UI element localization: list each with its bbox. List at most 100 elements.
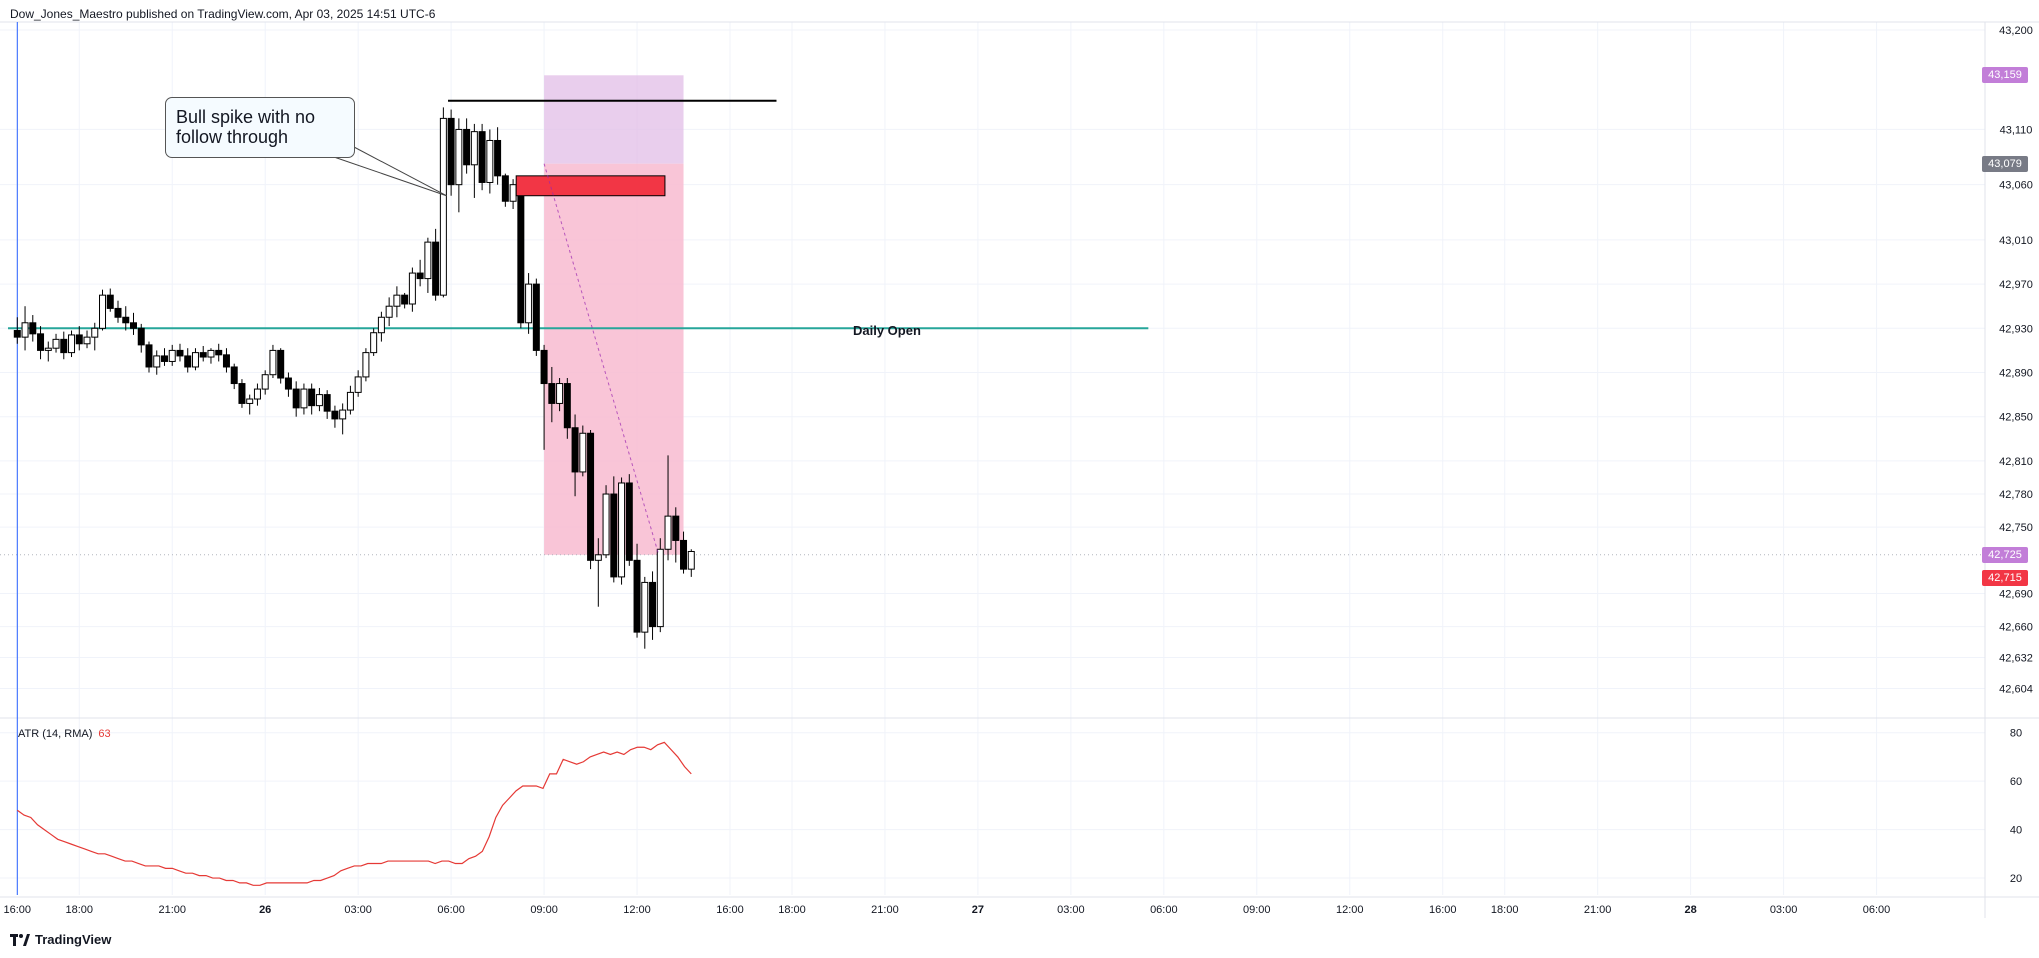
candle	[106, 294, 114, 309]
candle	[207, 349, 215, 358]
candle	[556, 383, 564, 404]
candle	[153, 355, 161, 368]
candle	[246, 398, 254, 404]
candle	[75, 334, 83, 345]
candle	[83, 336, 91, 345]
candle	[517, 184, 525, 324]
atr-line	[16, 741, 692, 886]
candle	[129, 322, 137, 329]
price-tick-label: 42,890	[1999, 368, 2033, 380]
candle	[176, 349, 184, 357]
time-tick-label: 16:00	[4, 904, 32, 916]
time-tick-label: 18:00	[66, 904, 94, 916]
candle	[393, 294, 401, 307]
price-tick-label: 42,810	[1999, 456, 2033, 468]
candle	[416, 272, 424, 280]
atr-tick-label: 40	[2010, 825, 2022, 837]
candle	[292, 388, 300, 409]
candle	[447, 117, 455, 186]
time-tick-label: 09:00	[1243, 904, 1271, 916]
candle	[91, 327, 99, 338]
publish-header: Dow_Jones_Maestro published on TradingVi…	[10, 7, 436, 21]
candle	[633, 559, 641, 633]
callout-line-1: Bull spike with no	[176, 107, 316, 127]
candle	[509, 184, 517, 202]
time-tick-label: 06:00	[437, 904, 465, 916]
candle	[548, 383, 556, 404]
candle	[602, 493, 610, 556]
candle	[432, 241, 440, 296]
price-tick-label: 42,930	[1999, 323, 2033, 335]
candle	[587, 432, 595, 561]
candle	[13, 330, 21, 338]
price-tick-label: 43,060	[1999, 180, 2033, 192]
candle	[664, 515, 672, 550]
price-tick-label: 43,010	[1999, 235, 2033, 247]
price-tick-label: 42,780	[1999, 489, 2033, 501]
indicator-legend[interactable]: ATR (14, RMA) 63	[18, 728, 111, 740]
candle	[594, 554, 602, 561]
brand-logo[interactable]: TradingView	[10, 932, 111, 947]
candle	[29, 322, 37, 335]
candle	[284, 377, 292, 390]
candle	[222, 354, 230, 368]
candle	[370, 332, 378, 354]
candle	[145, 344, 153, 368]
time-tick-label: 18:00	[1491, 904, 1519, 916]
time-tick-label: 28	[1684, 904, 1696, 916]
candle	[563, 383, 571, 429]
entry-box	[515, 175, 666, 197]
candle	[261, 374, 269, 390]
callout-line-2: follow through	[176, 127, 289, 147]
candle	[137, 327, 145, 346]
candle	[215, 349, 223, 356]
candle	[579, 432, 587, 473]
candle	[253, 388, 261, 400]
price-tick-label: 42,750	[1999, 522, 2033, 534]
stop-zone	[544, 75, 684, 164]
atr-tick-label: 20	[2010, 873, 2022, 885]
candle	[323, 394, 331, 412]
time-tick-label: 18:00	[778, 904, 806, 916]
callout-pointer	[333, 156, 447, 197]
price-badge: 42,725	[1982, 546, 2028, 563]
candle	[494, 139, 502, 177]
candle	[315, 394, 323, 407]
price-tick-label: 42,632	[1999, 653, 2033, 665]
candle	[191, 352, 199, 368]
callout-pointer	[353, 146, 447, 197]
candle	[424, 241, 432, 280]
candle	[60, 338, 68, 354]
candle	[672, 515, 680, 541]
candle	[44, 347, 52, 351]
candle	[68, 334, 76, 354]
candle	[501, 175, 509, 202]
time-tick-label: 21:00	[158, 904, 186, 916]
candle	[439, 117, 447, 296]
candle	[184, 355, 192, 368]
time-tick-label: 26	[259, 904, 271, 916]
candle	[230, 366, 238, 385]
candle	[238, 383, 246, 404]
candle	[300, 388, 308, 409]
candle	[656, 548, 664, 628]
annotation-callout[interactable]: Bull spike with no follow through	[165, 97, 355, 158]
candle	[346, 391, 354, 411]
candle	[331, 410, 339, 420]
candle	[308, 388, 316, 407]
candle	[377, 316, 385, 334]
candle	[401, 294, 409, 305]
candle	[649, 581, 657, 628]
tradingview-icon	[10, 933, 30, 946]
time-tick-label: 21:00	[1584, 904, 1612, 916]
candle	[385, 305, 393, 318]
candle	[525, 283, 533, 324]
candle	[21, 322, 29, 338]
candle	[160, 355, 168, 362]
indicator-name: ATR (14, RMA)	[18, 728, 93, 740]
candle	[680, 539, 688, 570]
candle	[571, 427, 579, 473]
candle	[199, 352, 207, 358]
atr-tick-label: 80	[2010, 728, 2022, 740]
